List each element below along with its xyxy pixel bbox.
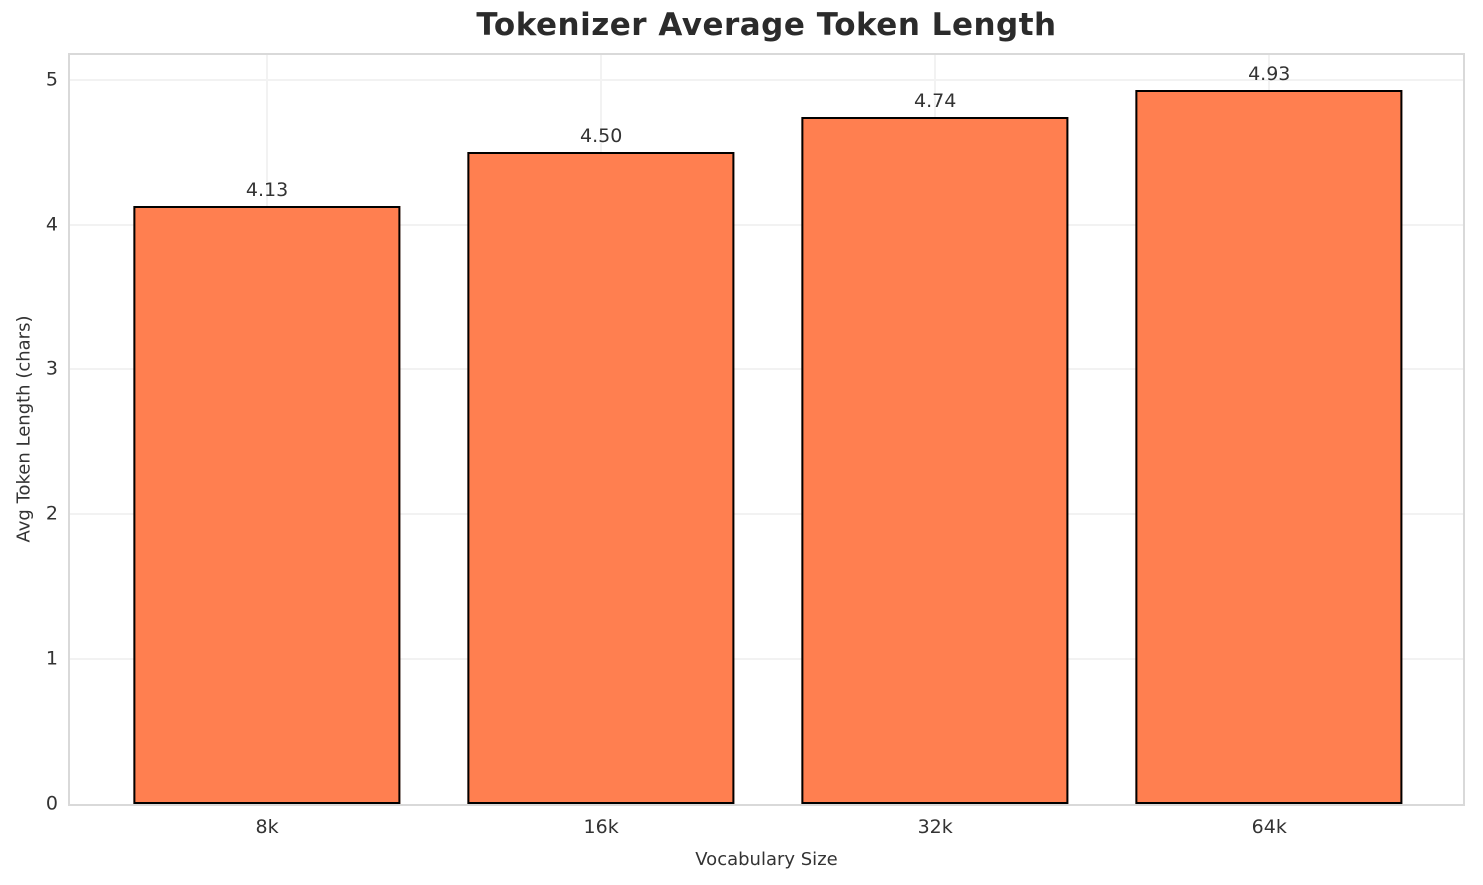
bar-value-label: 4.74 xyxy=(914,90,957,113)
x-tick-label: 8k xyxy=(255,816,279,838)
horizontal-gridline xyxy=(70,368,1463,371)
horizontal-gridline xyxy=(70,78,1463,81)
x-axis-label: Vocabulary Size xyxy=(695,849,838,870)
bar xyxy=(1135,89,1403,804)
horizontal-gridline xyxy=(70,658,1463,661)
bar-value-label: 4.13 xyxy=(245,178,289,201)
x-tick-label: 16k xyxy=(583,816,619,838)
bar xyxy=(801,117,1069,804)
y-tick-label: 1 xyxy=(45,647,58,670)
bar-value-label: 4.93 xyxy=(1248,62,1291,85)
y-tick-label: 4 xyxy=(45,213,58,236)
x-tick-label: 32k xyxy=(917,816,953,838)
y-tick-label: 0 xyxy=(45,792,58,815)
plot-area: 0 1 2 3 4 5 4.13 8k 4.50 16k 4.74 32k 4.93 64k xyxy=(46,53,1465,837)
chart-title: Tokenizer Average Token Length xyxy=(476,7,1057,43)
y-axis-label: Avg Token Length (chars) xyxy=(13,315,35,543)
y-tick-label: 2 xyxy=(45,502,58,525)
bar xyxy=(133,205,401,804)
y-tick-label: 3 xyxy=(45,357,58,380)
horizontal-gridline xyxy=(70,223,1463,226)
bar-value-label: 4.50 xyxy=(579,125,623,148)
x-tick-label: 64k xyxy=(1251,816,1287,838)
horizontal-gridline xyxy=(70,513,1463,516)
bar xyxy=(467,152,735,804)
y-tick-label: 5 xyxy=(45,68,58,91)
